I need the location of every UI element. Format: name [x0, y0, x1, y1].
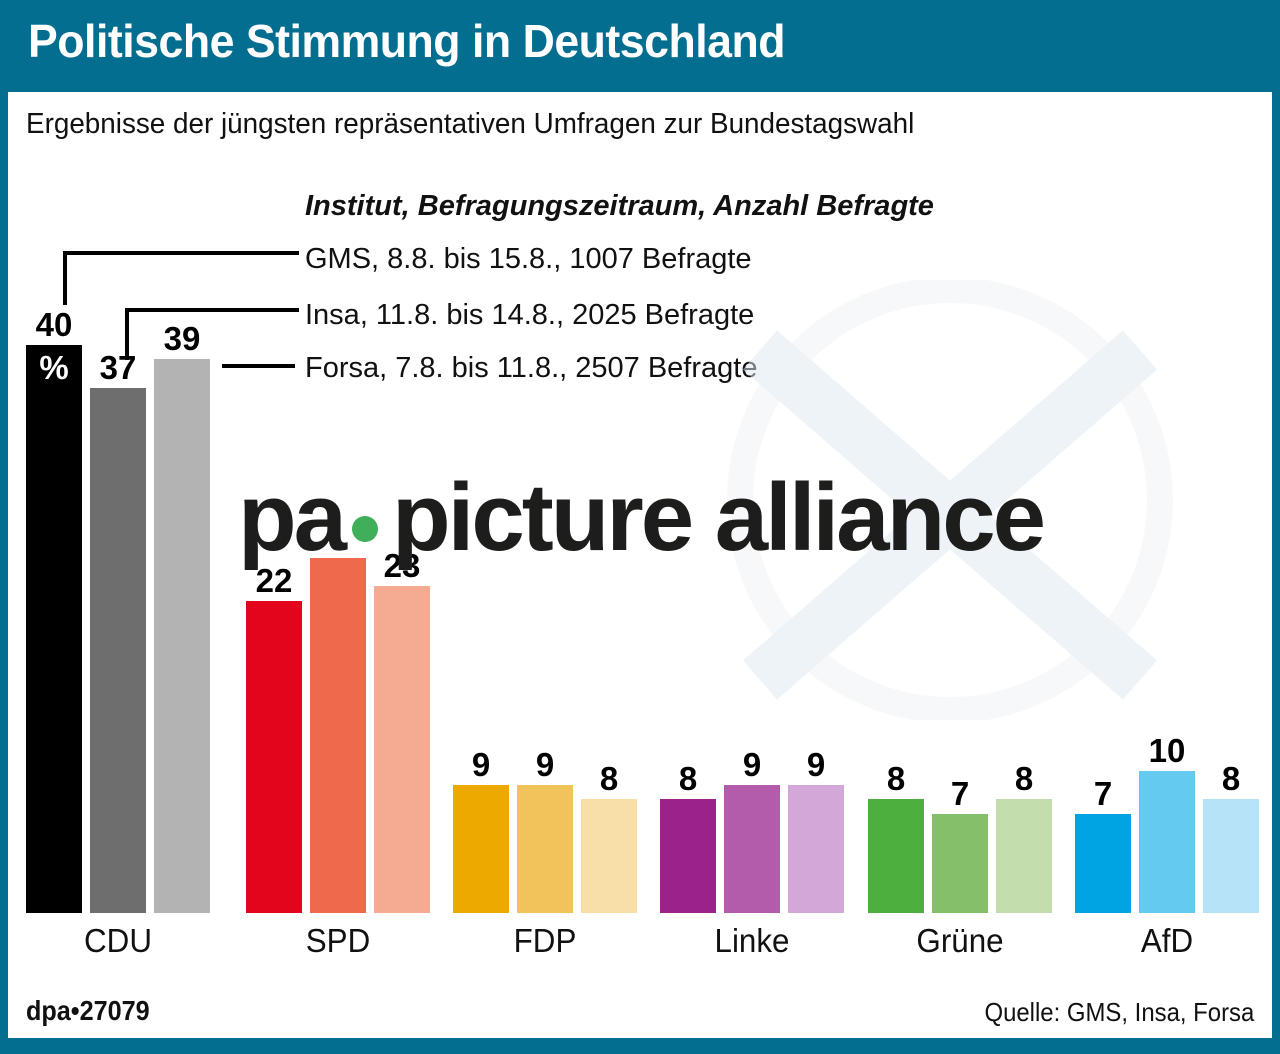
- bar-grüne-forsa[interactable]: 8: [996, 755, 1052, 913]
- bar-rect[interactable]: [996, 799, 1052, 913]
- bar-value-label: 8: [599, 760, 619, 797]
- frame-left-border: [0, 0, 8, 1054]
- bar-spd-insa[interactable]: [310, 514, 366, 913]
- bar-rect[interactable]: [374, 586, 430, 913]
- bar-rect[interactable]: [1075, 814, 1131, 913]
- bar-rect[interactable]: [453, 785, 509, 913]
- bar-rect[interactable]: [660, 799, 716, 913]
- bar-value-label: 10: [1148, 732, 1186, 769]
- bar-linke-forsa[interactable]: 9: [788, 741, 844, 913]
- frame-right-border: [1272, 0, 1280, 1054]
- bar-value-label: 22: [255, 562, 293, 599]
- bar-fdp-gms[interactable]: 9: [453, 741, 509, 913]
- category-label-linke: Linke: [714, 922, 790, 959]
- bar-linke-insa[interactable]: 9: [724, 741, 780, 913]
- page-subtitle: Ergebnisse der jüngsten repräsentativen …: [26, 108, 915, 140]
- bar-rect[interactable]: [724, 785, 780, 913]
- bar-group-bars: 9 9 8: [453, 741, 637, 913]
- bar-rect[interactable]: [932, 814, 988, 913]
- bar-value-label: 8: [886, 760, 906, 797]
- bar-value-label: 8: [1014, 760, 1034, 797]
- legend-item-forsa: Forsa, 7.8. bis 11.8., 2507 Befragte: [305, 352, 758, 384]
- bar-cdu-gms[interactable]: 40%: [26, 301, 82, 913]
- source-note: Quelle: GMS, Insa, Forsa: [984, 997, 1254, 1027]
- category-label-afd: AfD: [1140, 922, 1194, 959]
- bar-grüne-insa[interactable]: 7: [932, 770, 988, 913]
- bar-rect[interactable]: [90, 388, 146, 913]
- dpa-credit: dpa•27079: [26, 995, 150, 1026]
- bar-afd-gms[interactable]: 7: [1075, 770, 1131, 913]
- bar-rect[interactable]: [1203, 799, 1259, 913]
- bar-afd-forsa[interactable]: 8: [1203, 755, 1259, 913]
- bar-value-label: 7: [950, 775, 970, 812]
- bar-value-label: 7: [1093, 775, 1113, 812]
- percent-unit-marker: %: [39, 349, 69, 386]
- bar-group-bars: 8 7 8: [868, 755, 1052, 913]
- legend-leader-line-gms: [63, 251, 299, 305]
- bar-spd-gms[interactable]: 22: [246, 557, 302, 913]
- bar-cdu-forsa[interactable]: 39: [154, 315, 210, 913]
- bar-value-label: 39: [163, 320, 201, 357]
- bar-value-label: 40: [35, 306, 73, 343]
- bar-value-label: 9: [742, 746, 762, 783]
- bar-rect[interactable]: [310, 558, 366, 913]
- bar-value-label: 37: [99, 349, 137, 386]
- bar-grüne-gms[interactable]: 8: [868, 755, 924, 913]
- bar-rect[interactable]: %: [26, 345, 82, 913]
- bar-group-bars: 40% 37 39: [26, 301, 210, 913]
- category-label-cdu: CDU: [84, 922, 152, 959]
- bar-value-label: 9: [535, 746, 555, 783]
- bar-value-label: 9: [471, 746, 491, 783]
- bar-rect[interactable]: [1139, 771, 1195, 913]
- bar-value-label: 23: [383, 547, 421, 584]
- page-title: Politische Stimmung in Deutschland: [28, 15, 786, 67]
- category-label-spd: SPD: [305, 922, 371, 959]
- bar-fdp-insa[interactable]: 9: [517, 741, 573, 913]
- bar-rect[interactable]: [246, 601, 302, 913]
- bar-value-label: 9: [806, 746, 826, 783]
- bar-spd-forsa[interactable]: 23: [374, 542, 430, 913]
- legend-item-gms: GMS, 8.8. bis 15.8., 1007 Befragte: [305, 243, 752, 275]
- category-label-fdp: FDP: [513, 922, 577, 959]
- legend-leader-line-forsa: [222, 364, 295, 368]
- bar-value-label: 8: [678, 760, 698, 797]
- bar-rect[interactable]: [154, 359, 210, 913]
- bar-group-bars: 7 10 8: [1075, 727, 1259, 913]
- bar-rect[interactable]: [788, 785, 844, 913]
- bar-fdp-forsa[interactable]: 8: [581, 755, 637, 913]
- bar-linke-gms[interactable]: 8: [660, 755, 716, 913]
- bar-afd-insa[interactable]: 10: [1139, 727, 1195, 913]
- legend-heading: Institut, Befragungszeitraum, Anzahl Bef…: [305, 190, 934, 222]
- header-bar: [0, 0, 1280, 92]
- bar-group-bars: 8 9 9: [660, 741, 844, 913]
- bar-value-label: 8: [1221, 760, 1241, 797]
- bar-group-bars: 22 23: [246, 514, 430, 913]
- footer-bar: [0, 1038, 1280, 1054]
- bar-rect[interactable]: [517, 785, 573, 913]
- bar-rect[interactable]: [868, 799, 924, 913]
- bar-cdu-insa[interactable]: 37: [90, 344, 146, 913]
- legend-leader-line-insa: [125, 308, 299, 360]
- legend-item-insa: Insa, 11.8. bis 14.8., 2025 Befragte: [305, 299, 755, 331]
- category-label-grüne: Grüne: [916, 922, 1004, 959]
- bar-rect[interactable]: [581, 799, 637, 913]
